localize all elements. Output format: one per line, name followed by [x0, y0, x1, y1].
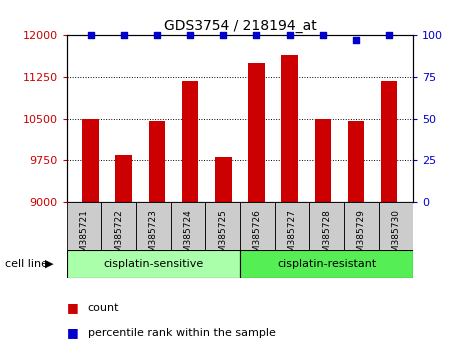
Text: cisplatin-resistant: cisplatin-resistant	[277, 259, 376, 269]
Point	[319, 33, 327, 38]
Title: GDS3754 / 218194_at: GDS3754 / 218194_at	[163, 19, 316, 33]
Bar	[149, 121, 165, 202]
Bar	[314, 119, 331, 202]
Point	[153, 33, 161, 38]
Point	[385, 33, 393, 38]
Bar	[348, 121, 364, 202]
Point	[352, 38, 360, 43]
Point	[120, 33, 128, 38]
Text: ■: ■	[66, 326, 78, 339]
Point	[286, 33, 294, 38]
Bar	[215, 158, 232, 202]
Point	[219, 33, 227, 38]
Bar	[309, 202, 344, 250]
Bar	[281, 55, 298, 202]
Text: GSM385725: GSM385725	[218, 209, 227, 264]
Bar	[66, 250, 240, 278]
Bar	[248, 63, 265, 202]
Text: ▶: ▶	[45, 259, 54, 269]
Point	[253, 33, 260, 38]
Bar	[136, 202, 171, 250]
Text: GSM385723: GSM385723	[149, 209, 158, 264]
Bar	[344, 202, 379, 250]
Bar	[205, 202, 240, 250]
Point	[87, 33, 95, 38]
Bar	[379, 202, 413, 250]
Text: GSM385727: GSM385727	[287, 209, 296, 264]
Bar	[66, 202, 101, 250]
Text: GSM385729: GSM385729	[357, 209, 366, 264]
Text: GSM385728: GSM385728	[322, 209, 331, 264]
Text: count: count	[88, 303, 119, 313]
Bar	[171, 202, 205, 250]
Text: percentile rank within the sample: percentile rank within the sample	[88, 328, 276, 338]
Bar	[101, 202, 136, 250]
Bar	[240, 202, 275, 250]
Text: GSM385730: GSM385730	[391, 209, 400, 264]
Text: ■: ■	[66, 302, 78, 314]
Text: cell line: cell line	[5, 259, 48, 269]
Bar	[82, 119, 99, 202]
Bar	[275, 202, 309, 250]
Bar	[240, 250, 413, 278]
Text: cisplatin-sensitive: cisplatin-sensitive	[103, 259, 203, 269]
Text: GSM385724: GSM385724	[183, 209, 192, 264]
Point	[186, 33, 194, 38]
Text: GSM385722: GSM385722	[114, 209, 123, 264]
Bar	[115, 155, 132, 202]
Text: GSM385721: GSM385721	[79, 209, 88, 264]
Bar	[182, 81, 199, 202]
Text: GSM385726: GSM385726	[253, 209, 262, 264]
Bar	[381, 81, 398, 202]
